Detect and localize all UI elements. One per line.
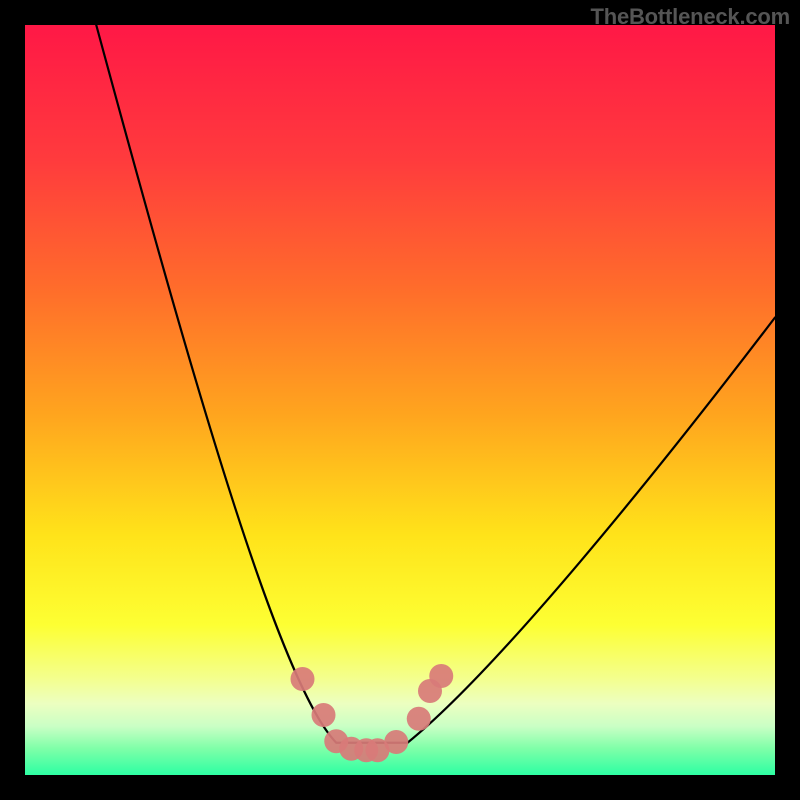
marker-dot	[407, 707, 431, 731]
plot-background	[25, 25, 775, 775]
watermark-text: TheBottleneck.com	[590, 4, 790, 30]
chart-frame: TheBottleneck.com	[0, 0, 800, 800]
marker-dot	[384, 730, 408, 754]
bottleneck-chart	[0, 0, 800, 800]
marker-dot	[291, 667, 315, 691]
marker-dot	[312, 703, 336, 727]
marker-dot	[429, 664, 453, 688]
